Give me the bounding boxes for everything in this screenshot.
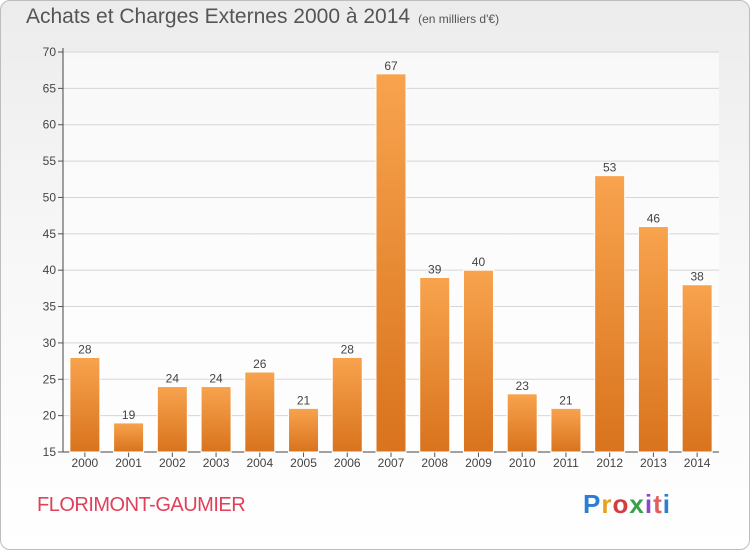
data-label: 53	[603, 161, 617, 175]
chart-subtitle: (en milliers d'€)	[418, 12, 500, 26]
y-tick-label: 25	[43, 372, 57, 386]
bar	[156, 386, 188, 453]
data-label: 23	[516, 379, 530, 393]
data-label: 24	[166, 372, 180, 386]
data-label: 67	[384, 59, 398, 73]
bar	[288, 407, 320, 453]
x-tick-label: 2014	[684, 456, 711, 470]
y-tick-label: 65	[43, 81, 57, 95]
bar	[113, 422, 145, 453]
data-label: 39	[428, 262, 442, 276]
bar	[637, 226, 669, 453]
x-tick-label: 2008	[421, 456, 448, 470]
y-tick-label: 50	[43, 190, 57, 204]
x-tick-label: 2013	[640, 456, 667, 470]
x-tick-label: 2009	[465, 456, 492, 470]
brand-letter: i	[662, 489, 671, 519]
brand-letter: P	[583, 489, 602, 519]
x-tick-label: 2006	[334, 456, 361, 470]
bar	[681, 284, 713, 453]
data-label: 28	[341, 342, 355, 356]
y-tick-label: 30	[43, 336, 57, 350]
bar	[594, 175, 626, 453]
brand-letter: r	[601, 489, 613, 519]
bar	[550, 407, 582, 453]
x-tick-label: 2001	[115, 456, 142, 470]
brand-logo: Proxiti	[583, 489, 671, 520]
data-label: 21	[297, 393, 311, 407]
x-tick-label: 2004	[246, 456, 273, 470]
y-tick-label: 20	[43, 409, 57, 423]
x-tick-label: 2003	[203, 456, 230, 470]
bar	[69, 356, 101, 453]
y-tick-label: 45	[43, 227, 57, 241]
chart-title: Achats et Charges Externes 2000 à 2014 (e…	[26, 5, 499, 29]
bar	[200, 386, 232, 453]
bar	[462, 269, 494, 453]
data-label: 19	[122, 408, 136, 422]
bar	[331, 356, 363, 453]
commune-name: FLORIMONT-GAUMIER	[37, 494, 246, 516]
x-tick-label: 2012	[596, 456, 623, 470]
data-labels: 28 19 24 24 26 21 28 67 39 40 23 21 53 46 38	[78, 59, 704, 422]
data-label: 24	[209, 372, 223, 386]
data-label: 21	[559, 393, 573, 407]
brand-letter: x	[629, 489, 645, 519]
data-label: 28	[78, 342, 92, 356]
y-tick-label: 40	[43, 263, 57, 277]
bar	[244, 371, 276, 453]
x-tick-label: 2011	[553, 456, 579, 470]
y-tick-label: 55	[43, 154, 57, 168]
data-label: 40	[472, 255, 486, 269]
bar	[375, 73, 407, 453]
x-tick-label: 2000	[72, 456, 99, 470]
data-label: 46	[647, 212, 661, 226]
x-tick-label: 2007	[378, 456, 405, 470]
brand-letter: i	[644, 489, 654, 519]
y-tick-label: 15	[43, 445, 57, 459]
y-tick-label: 35	[43, 300, 57, 314]
x-tick-label: 2002	[159, 456, 186, 470]
bar	[419, 276, 451, 453]
bars	[69, 73, 713, 453]
brand-letter: o	[612, 489, 630, 519]
bar	[506, 393, 538, 453]
y-tick-label: 60	[43, 118, 57, 132]
brand-letter: t	[653, 489, 663, 519]
data-label: 38	[690, 270, 704, 284]
x-tick-label: 2005	[290, 456, 317, 470]
chart-title-text: Achats et Charges Externes 2000 à 2014	[26, 5, 411, 28]
y-tick-label: 70	[43, 45, 57, 59]
x-tick-label: 2010	[509, 456, 536, 470]
data-label: 26	[253, 357, 267, 371]
